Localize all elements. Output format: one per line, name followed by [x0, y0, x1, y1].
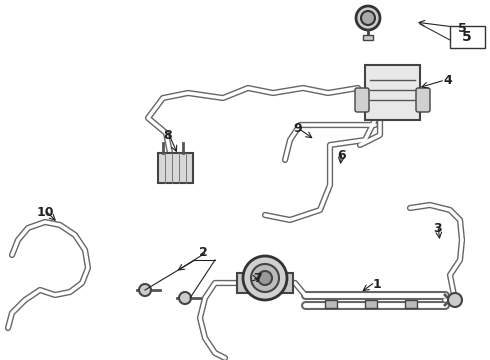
Text: 1: 1 — [372, 279, 381, 292]
Circle shape — [448, 293, 462, 307]
Bar — [450, 26, 485, 48]
Text: 4: 4 — [443, 73, 452, 86]
Circle shape — [251, 264, 279, 292]
Bar — [158, 153, 193, 183]
FancyBboxPatch shape — [416, 88, 430, 112]
Bar — [365, 300, 377, 308]
Circle shape — [139, 284, 151, 296]
Text: 10: 10 — [36, 206, 54, 219]
Text: 5: 5 — [458, 22, 466, 35]
Text: 8: 8 — [164, 129, 172, 141]
Circle shape — [258, 271, 272, 285]
Text: 6: 6 — [338, 149, 346, 162]
FancyBboxPatch shape — [355, 88, 369, 112]
Text: 9: 9 — [294, 122, 302, 135]
Circle shape — [356, 6, 380, 30]
Circle shape — [179, 292, 191, 304]
Bar — [405, 300, 417, 308]
Text: 5: 5 — [462, 30, 472, 44]
Text: 7: 7 — [254, 271, 262, 284]
Text: 2: 2 — [198, 246, 207, 258]
Bar — [237, 273, 293, 293]
Circle shape — [361, 11, 375, 25]
Bar — [365, 65, 420, 120]
Bar — [363, 35, 373, 40]
Bar — [325, 300, 337, 308]
Text: 3: 3 — [434, 221, 442, 234]
Circle shape — [243, 256, 287, 300]
